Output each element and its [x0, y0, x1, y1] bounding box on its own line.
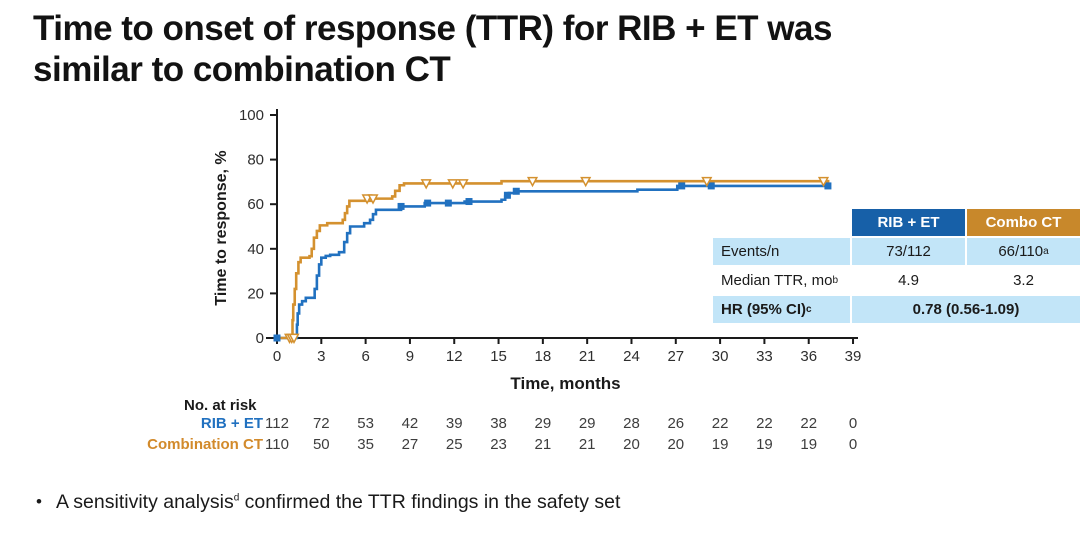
censor-marker-square: [444, 199, 452, 207]
at-risk-value: 112: [265, 415, 289, 432]
censor-marker-square: [424, 199, 432, 207]
at-risk-value: 19: [800, 436, 818, 453]
summary-header-combo: Combo CT: [967, 209, 1080, 236]
at-risk-value: 20: [623, 436, 640, 453]
at-risk-value: 27: [401, 436, 419, 453]
censor-marker-triangle: [526, 176, 539, 188]
at-risk-value: 20: [667, 436, 685, 453]
x-tick-label: 12: [446, 348, 463, 365]
censor-marker-triangle: [817, 176, 830, 188]
at-risk-value: 23: [490, 436, 507, 453]
censor-marker-triangle: [457, 179, 469, 190]
y-tick-label: 80: [247, 152, 264, 169]
footnote-bullet: • A sensitivity analysisd confirmed the T…: [36, 491, 620, 514]
no-at-risk-title: No. at risk: [184, 397, 257, 414]
at-risk-value: 19: [756, 436, 773, 453]
censor-marker-square: [678, 182, 686, 190]
censor-marker-triangle: [447, 179, 459, 190]
censor-marker-triangle: [288, 333, 300, 344]
at-risk-value: 50: [312, 436, 330, 453]
x-tick-label: 36: [800, 348, 817, 365]
x-tick-label: 6: [361, 348, 369, 365]
slide-title: Time to onset of response (TTR) for RIB …: [33, 8, 1043, 90]
at-risk-value: 21: [578, 436, 596, 453]
at-risk-value: 53: [357, 415, 374, 432]
summary-events-combo: 66/110 a: [967, 238, 1080, 265]
at-risk-value: 29: [534, 415, 552, 432]
x-tick-label: 9: [406, 348, 414, 365]
slide-title-line2: similar to combination CT: [33, 50, 451, 89]
bullet-text-pre: A sensitivity analysis: [55, 491, 234, 513]
summary-median-label-text: Median TTR, mo: [721, 272, 833, 289]
y-tick-label: 20: [247, 285, 264, 302]
bullet-text-post: confirmed the TTR findings in the safety…: [239, 491, 621, 513]
censor-marker-square: [273, 334, 281, 342]
x-tick-label: 3: [317, 348, 325, 365]
summary-row-median-label: Median TTR, mo b: [721, 272, 838, 289]
summary-events-combo-value: 66/110: [998, 243, 1044, 260]
at-risk-value: 28: [623, 415, 640, 432]
censor-marker-square: [397, 202, 405, 210]
at-risk-value: 0: [848, 436, 858, 453]
summary-hr-label-text: HR (95% CI): [721, 301, 807, 318]
summary-header-rib: RIB + ET: [852, 209, 965, 236]
y-tick-label: 40: [247, 241, 264, 258]
censor-marker-square: [707, 182, 715, 190]
summary-row-hr-label: HR (95% CI) c: [713, 296, 850, 323]
series-path-combination-ct: [277, 179, 830, 340]
censor-marker-triangle: [367, 194, 379, 205]
censor-marker-square: [503, 191, 511, 199]
y-tick-label: 100: [239, 107, 264, 124]
at-risk-value: 39: [445, 415, 463, 432]
x-tick-label: 39: [845, 348, 862, 365]
x-tick-label: 33: [756, 348, 773, 365]
bullet-text-sup: d: [233, 492, 240, 504]
x-tick-label: 21: [579, 348, 596, 365]
censor-marker-triangle: [580, 176, 592, 188]
at-risk-value: 19: [711, 436, 729, 453]
y-tick-label: 0: [256, 330, 264, 347]
censor-marker-square: [465, 198, 473, 206]
at-risk-value: 22: [800, 415, 818, 432]
y-tick-label: 60: [247, 196, 264, 213]
at-risk-label: Combination CT: [147, 436, 263, 453]
x-tick-label: 27: [667, 348, 684, 365]
at-risk-value: 21: [534, 436, 552, 453]
at-risk-value: 42: [401, 415, 419, 432]
x-tick-label: 24: [623, 348, 640, 365]
at-risk-value: 35: [357, 436, 374, 453]
x-tick-label: 30: [712, 348, 729, 365]
at-risk-value: 38: [490, 415, 507, 432]
summary-row-events-label: Events/n: [713, 238, 850, 265]
at-risk-value: 110: [265, 436, 289, 453]
x-tick-label: 0: [273, 348, 281, 365]
bullet-dot-icon: •: [36, 492, 42, 511]
x-tick-label: 15: [490, 348, 507, 365]
summary-corner-cell: [713, 209, 850, 236]
censor-marker-square: [512, 187, 520, 195]
censor-marker-square: [824, 182, 832, 190]
summary-median-combo: 3.2: [1013, 272, 1034, 289]
x-axis-label: Time, months: [510, 374, 621, 393]
slide-title-line1: Time to onset of response (TTR) for RIB …: [33, 9, 832, 48]
censor-marker-triangle: [420, 179, 432, 190]
summary-events-rib: 73/112: [852, 238, 965, 265]
at-risk-label: RIB + ET: [200, 415, 263, 432]
at-risk-value: 29: [578, 415, 596, 432]
censor-marker-triangle: [701, 176, 713, 188]
summary-median-rib: 4.9: [898, 272, 919, 289]
at-risk-value: 25: [445, 436, 463, 453]
at-risk-value: 26: [667, 415, 685, 432]
at-risk-value: 0: [848, 415, 858, 432]
summary-table: RIB + ET Combo CT Events/n 73/112 66/110…: [713, 209, 1080, 323]
at-risk-value: 72: [312, 415, 330, 432]
at-risk-value: 22: [756, 415, 773, 432]
at-risk-value: 22: [711, 415, 729, 432]
x-tick-label: 18: [535, 348, 552, 365]
summary-hr-value: 0.78 (0.56-1.09): [852, 296, 1080, 323]
